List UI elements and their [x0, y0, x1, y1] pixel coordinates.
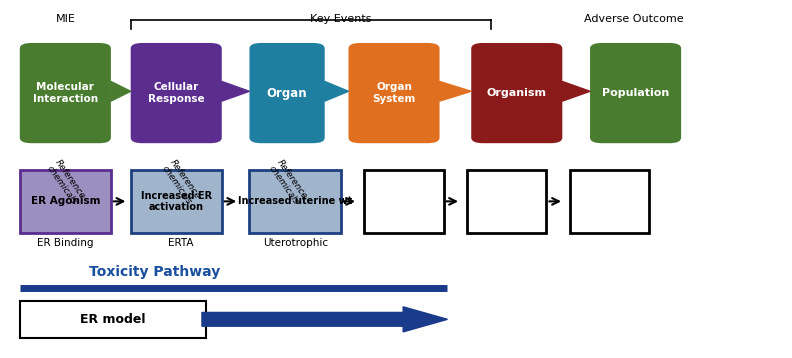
Bar	[20, 170, 111, 233]
FancyBboxPatch shape	[20, 43, 111, 143]
Text: Increased ER
activation: Increased ER activation	[141, 190, 211, 212]
FancyBboxPatch shape	[131, 43, 222, 143]
Text: ER Binding: ER Binding	[37, 238, 94, 248]
Polygon shape	[325, 81, 348, 101]
Text: Reference
chemicals: Reference chemicals	[266, 158, 309, 206]
Text: ER Agonism: ER Agonism	[31, 197, 100, 206]
Text: Organ
System: Organ System	[372, 82, 416, 104]
Text: Organ: Organ	[267, 87, 307, 100]
Bar	[364, 170, 444, 233]
Text: Organism: Organism	[487, 88, 546, 98]
Text: Reference
chemicals: Reference chemicals	[159, 158, 202, 206]
Bar	[570, 170, 649, 233]
Text: Uterotrophic: Uterotrophic	[263, 238, 328, 248]
FancyBboxPatch shape	[590, 43, 681, 143]
Text: Increased uterine wt: Increased uterine wt	[238, 197, 352, 206]
Polygon shape	[111, 81, 131, 101]
Polygon shape	[202, 307, 447, 332]
Text: Molecular
Interaction: Molecular Interaction	[32, 82, 98, 104]
Text: ER model: ER model	[80, 313, 146, 326]
Text: Key Events: Key Events	[310, 14, 371, 24]
FancyBboxPatch shape	[348, 43, 440, 143]
FancyBboxPatch shape	[471, 43, 562, 143]
Text: Reference
chemicals: Reference chemicals	[44, 158, 87, 206]
Bar	[131, 170, 222, 233]
Text: Adverse Outcome: Adverse Outcome	[584, 14, 683, 24]
Text: Cellular
Response: Cellular Response	[148, 82, 204, 104]
Bar	[20, 301, 206, 338]
Bar	[467, 170, 546, 233]
FancyBboxPatch shape	[249, 43, 325, 143]
Text: ERTA: ERTA	[168, 238, 193, 248]
Polygon shape	[222, 81, 249, 101]
Bar	[249, 170, 341, 233]
Text: Population: Population	[602, 88, 669, 98]
Polygon shape	[562, 81, 590, 101]
Polygon shape	[440, 81, 471, 101]
Text: Toxicity Pathway: Toxicity Pathway	[89, 265, 220, 279]
Text: MIE: MIE	[55, 14, 76, 24]
